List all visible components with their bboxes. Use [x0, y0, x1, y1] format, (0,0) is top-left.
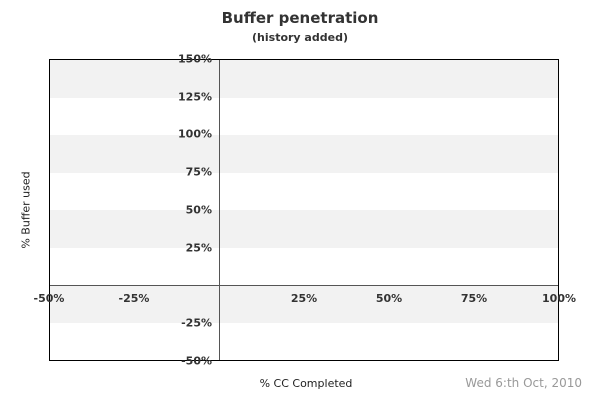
chart-subtitle: (history added) [252, 31, 348, 44]
plot-area [49, 59, 559, 361]
x-tick-label: -50% [33, 292, 65, 305]
y-zero-axis-line [50, 285, 558, 286]
y-tick-label: 100% [178, 127, 212, 141]
grid-band [50, 285, 558, 323]
grid-band [50, 135, 558, 173]
y-tick-label: 75% [185, 165, 212, 179]
x-tick-label: -25% [118, 292, 150, 305]
x-tick-label: 25% [290, 292, 318, 305]
x-tick-label: 50% [375, 292, 403, 305]
y-tick-label: 125% [178, 90, 212, 104]
x-tick-label: 75% [460, 292, 488, 305]
grid-band [50, 60, 558, 98]
x-tick-label: 100% [542, 292, 576, 305]
y-tick-label: 150% [178, 52, 212, 66]
footer-date: Wed 6:th Oct, 2010 [465, 376, 582, 390]
grid-band [50, 210, 558, 248]
x-axis-title: % CC Completed [259, 377, 353, 390]
y-tick-label: -50% [181, 354, 212, 368]
y-tick-label: 50% [185, 203, 212, 217]
y-tick-label: 25% [185, 241, 212, 255]
y-axis-title: % Buffer used [19, 171, 33, 249]
y-tick-label: -25% [181, 316, 212, 330]
chart-title: Buffer penetration [221, 9, 379, 27]
x-zero-axis-line [219, 60, 221, 360]
